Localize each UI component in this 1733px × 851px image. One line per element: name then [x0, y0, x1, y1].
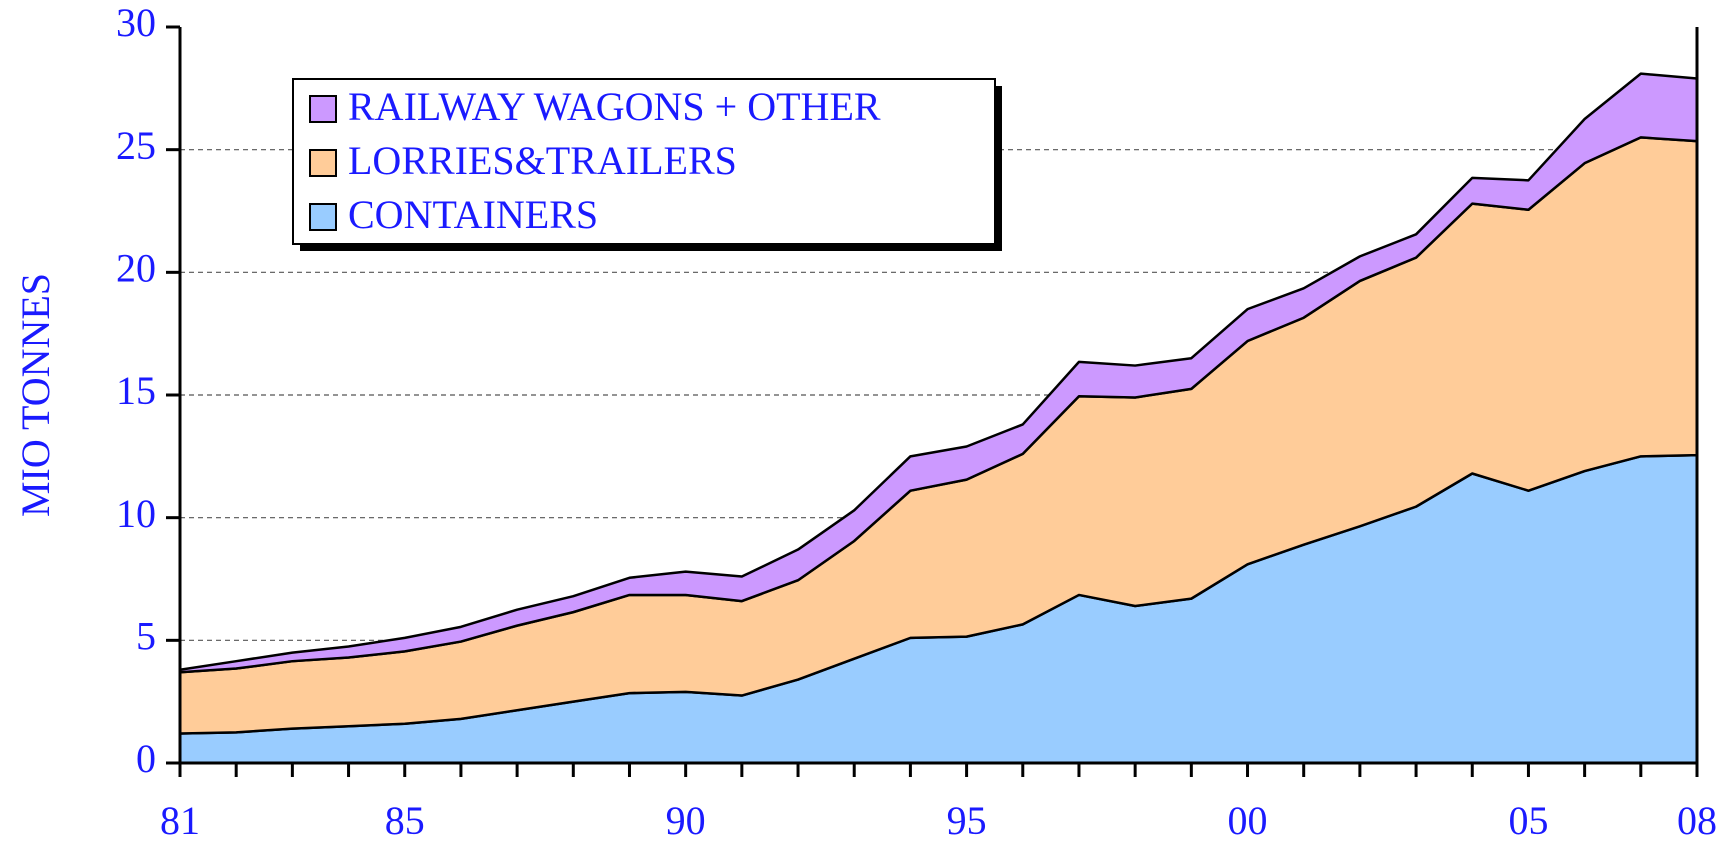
x-tick-label: 90: [666, 798, 706, 843]
y-tick-label: 20: [116, 246, 156, 291]
legend-swatch: [309, 95, 337, 123]
x-tick-label: 05: [1508, 798, 1548, 843]
y-tick-label: 25: [116, 123, 156, 168]
x-tick-label: 08: [1677, 798, 1717, 843]
legend: [292, 78, 996, 245]
legend-label: RAILWAY WAGONS + OTHER: [348, 84, 881, 129]
x-tick-label: 00: [1228, 798, 1268, 843]
legend-swatch: [309, 203, 337, 231]
y-tick-label: 10: [116, 491, 156, 536]
x-tick-label: 95: [947, 798, 987, 843]
y-tick-label: 5: [136, 614, 156, 659]
x-tick-label: 85: [385, 798, 425, 843]
x-tick-label: 81: [160, 798, 200, 843]
y-axis-label: MIO TONNES: [13, 273, 58, 517]
y-tick-label: 30: [116, 0, 156, 45]
y-tick-label: 0: [136, 736, 156, 781]
legend-swatch: [309, 149, 337, 177]
y-tick-label: 15: [116, 368, 156, 413]
legend-label: LORRIES&TRAILERS: [348, 138, 737, 183]
legend-label: CONTAINERS: [348, 192, 598, 237]
